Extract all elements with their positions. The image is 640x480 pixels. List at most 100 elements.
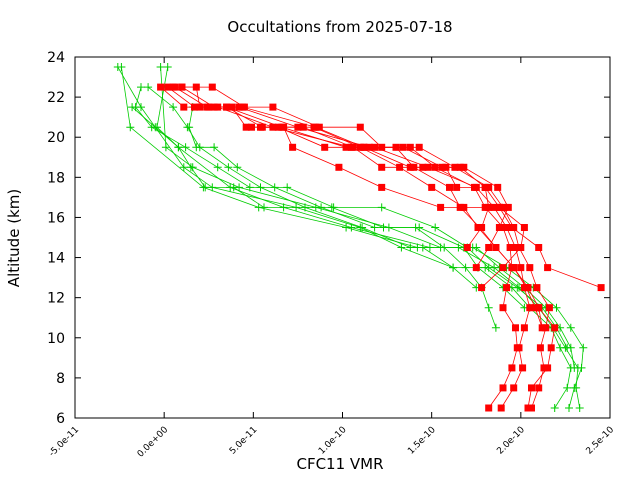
data-point <box>270 183 279 192</box>
data-point <box>484 303 493 312</box>
data-point <box>535 304 543 312</box>
data-point <box>180 103 188 111</box>
data-point <box>536 344 544 352</box>
data-point <box>442 163 450 171</box>
data-point <box>565 404 573 412</box>
data-point <box>524 404 532 412</box>
data-point <box>472 264 480 272</box>
data-point <box>196 103 204 111</box>
data-point <box>229 183 238 192</box>
x-tick-label: 1.5e-10 <box>406 425 438 457</box>
y-tick-label: 12 <box>47 291 65 307</box>
data-point <box>577 363 586 372</box>
data-point <box>210 143 219 152</box>
data-point <box>499 304 507 312</box>
data-point <box>472 243 481 252</box>
data-point <box>535 384 543 392</box>
data-point <box>137 83 145 92</box>
data-point <box>257 123 264 131</box>
data-point <box>551 324 559 332</box>
data-point <box>526 304 534 312</box>
x-tick-label: 1.0e-10 <box>317 425 349 457</box>
data-point <box>499 203 507 211</box>
data-point <box>512 324 519 332</box>
y-tick-label: 24 <box>47 50 65 66</box>
data-point <box>156 63 165 71</box>
data-point <box>185 123 194 132</box>
data-point <box>519 364 527 372</box>
data-point <box>563 343 572 352</box>
data-point <box>179 163 188 172</box>
data-point <box>169 83 177 91</box>
data-point <box>522 284 530 292</box>
data-point <box>335 163 343 171</box>
data-point <box>544 364 552 372</box>
data-point <box>545 304 553 312</box>
data-point <box>517 244 525 251</box>
data-point <box>570 363 579 372</box>
data-point <box>495 224 503 231</box>
data-point <box>478 284 486 292</box>
data-point <box>144 83 153 92</box>
series-line <box>147 86 477 288</box>
data-point <box>499 384 507 392</box>
x-axis-label: CFC11 VMR <box>296 455 383 473</box>
data-point <box>213 163 222 172</box>
data-point <box>356 123 364 131</box>
data-point <box>556 343 565 352</box>
data-point <box>531 304 539 312</box>
data-point <box>503 284 511 292</box>
data-point <box>201 183 210 192</box>
data-point <box>192 83 200 91</box>
data-point <box>484 263 493 272</box>
data-point <box>485 244 493 251</box>
series-line <box>182 86 602 288</box>
data-point <box>533 284 541 292</box>
data-point <box>463 244 471 251</box>
series-line <box>131 106 584 409</box>
series-layer <box>113 63 605 412</box>
data-point <box>131 103 140 112</box>
data-point <box>370 223 379 232</box>
data-point <box>169 103 178 112</box>
data-point <box>317 203 326 212</box>
data-point <box>415 143 423 151</box>
data-point <box>506 244 514 251</box>
data-point <box>499 264 507 272</box>
data-point <box>153 123 161 132</box>
data-point <box>570 383 579 392</box>
data-point <box>566 323 575 332</box>
data-point <box>260 203 268 212</box>
data-point <box>248 123 255 131</box>
x-tick-label: 0.0e+00 <box>136 425 171 460</box>
axis-layer: 6 8 10 12 14 16 18 20 22 24 -5.0e-11 0.0e+00 5.0e-11… <box>47 50 616 460</box>
data-point <box>461 263 470 272</box>
data-point <box>269 103 277 111</box>
data-point <box>283 183 292 192</box>
y-axis-label: Altitude (km) <box>5 189 23 287</box>
data-point <box>406 243 415 252</box>
data-point <box>280 123 288 131</box>
data-point <box>528 384 535 392</box>
data-point <box>508 364 516 372</box>
data-point <box>597 284 605 292</box>
data-point <box>186 163 195 172</box>
data-point <box>164 83 172 91</box>
data-point <box>474 224 482 231</box>
data-point <box>163 63 172 71</box>
data-point <box>495 203 503 211</box>
data-point <box>575 404 584 412</box>
data-point <box>431 223 440 232</box>
data-point <box>397 243 406 252</box>
data-point <box>161 143 170 152</box>
data-point <box>510 264 518 272</box>
data-point <box>544 264 552 272</box>
data-point <box>504 203 512 211</box>
data-point <box>299 123 307 131</box>
data-point <box>208 83 216 91</box>
data-point <box>563 383 572 392</box>
data-point <box>192 143 201 152</box>
data-point <box>191 103 198 111</box>
data-point <box>289 143 297 151</box>
